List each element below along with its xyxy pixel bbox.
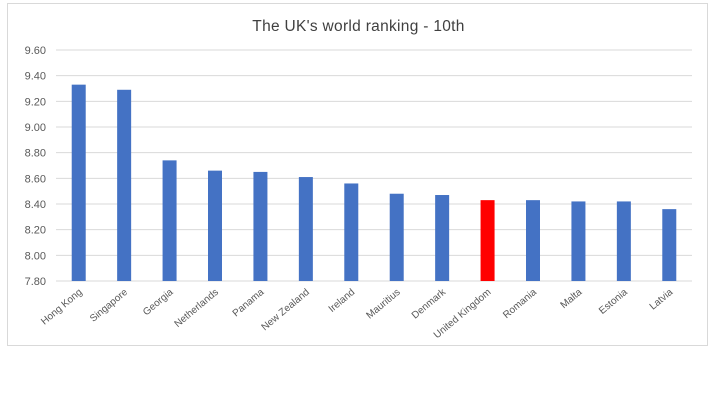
x-tick-label: Estonia	[597, 287, 630, 317]
bar-new-zealand	[298, 177, 313, 281]
y-tick-label: 9.20	[25, 96, 46, 108]
bar-malta	[571, 201, 586, 281]
chart-title: The UK's world ranking - 10th	[252, 18, 465, 35]
x-tick-label: Panama	[231, 287, 267, 320]
bar-denmark	[435, 195, 450, 281]
y-tick-label: 8.20	[25, 225, 46, 237]
x-tick-label: Malta	[559, 287, 585, 311]
y-tick-label: 9.00	[25, 122, 46, 134]
y-tick-label: 8.60	[25, 173, 46, 185]
bar-mauritius	[389, 193, 404, 281]
bar-latvia	[662, 209, 677, 281]
x-tick-label: Mauritius	[364, 287, 402, 322]
bar-romania	[526, 200, 540, 281]
bars	[71, 84, 677, 282]
x-tick-label: Ireland	[327, 287, 357, 315]
x-tick-label: Denmark	[410, 286, 449, 321]
x-tick-label: Georgia	[141, 287, 176, 319]
bar-georgia	[162, 160, 177, 281]
y-axis-ticks: 7.80 8.00 8.20 8.40 8.60 8.80 9.00 9.20 9.40 9.60	[25, 45, 46, 288]
x-tick-label: New Zealand	[260, 287, 312, 333]
y-tick-label: 9.60	[25, 45, 46, 57]
bar-singapore	[117, 89, 132, 282]
bar-united-kingdom	[480, 200, 495, 281]
x-tick-label: Singapore	[88, 287, 130, 325]
bar-panama	[253, 171, 268, 281]
bar-estonia	[616, 201, 631, 281]
x-tick-label: Netherlands	[173, 287, 221, 330]
x-tick-label: Romania	[501, 287, 539, 321]
y-tick-label: 7.80	[25, 276, 46, 288]
bar-ireland	[344, 183, 359, 281]
bar-netherlands	[208, 170, 222, 281]
y-tick-label: 8.80	[25, 148, 46, 160]
chart-frame: The UK's world ranking - 10th 7.80 8.00 8.…	[7, 3, 708, 346]
x-tick-label: Hong Kong	[39, 287, 84, 328]
y-tick-label: 8.40	[25, 199, 46, 211]
gridlines	[56, 49, 692, 282]
bar-hong-kong	[71, 84, 86, 282]
bar-chart: 7.80 8.00 8.20 8.40 8.60 8.80 9.00 9.20 9.40 9.60…	[25, 45, 692, 341]
y-tick-label: 9.40	[25, 71, 46, 83]
y-tick-label: 8.00	[25, 250, 46, 262]
x-tick-label: Latvia	[648, 287, 676, 313]
